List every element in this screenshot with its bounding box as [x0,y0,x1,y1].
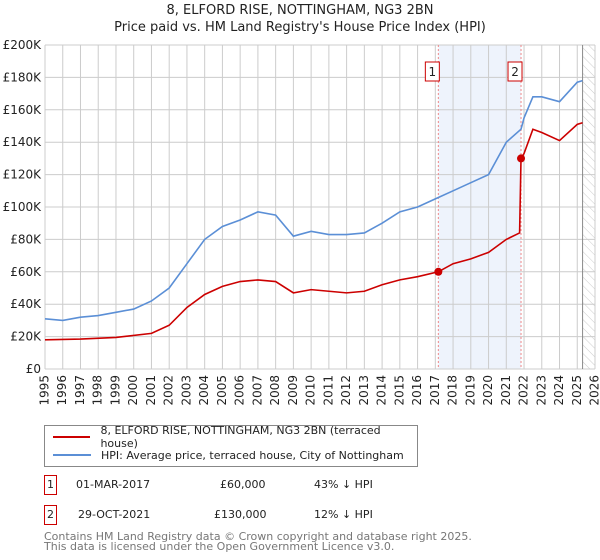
x-tick-label: 2006 [233,375,247,406]
transaction-row: 2 29-OCT-2021 £130,000 12% ↓ HPI [44,505,374,525]
hpi-line [44,79,583,322]
y-tick-label: £140K [3,135,43,149]
y-tick-label: £40K [10,297,42,311]
x-tick-label: 2009 [286,375,300,406]
x-tick-label: 2024 [552,375,566,406]
x-tick-label: 2026 [588,375,600,406]
sale-marker-box [507,61,523,82]
x-tick-label: 2022 [517,375,531,406]
legend-red-line [53,436,91,438]
legend: 8, ELFORD RISE, NOTTINGHAM, NG3 2BN (ter… [44,424,418,467]
x-tick-label: 2005 [215,375,229,406]
x-tick-label: 1998 [91,375,105,406]
sale-marker-label: 1 [429,65,437,79]
legend-label-property: 8, ELFORD RISE, NOTTINGHAM, NG3 2BN (ter… [100,424,381,450]
transaction-date: 29-OCT-2021 [78,508,151,521]
x-tick-label: 2019 [463,375,477,406]
sale-point [517,154,526,163]
x-tick-label: 2007 [250,375,264,406]
x-tick-label: 2017 [428,375,442,406]
y-tick-label: £20K [10,330,42,344]
chart-title: 8, ELFORD RISE, NOTTINGHAM, NG3 2BN [166,3,434,18]
y-tick-label: £180K [3,70,43,84]
x-tick-label: 2021 [499,375,513,406]
sale-marker-label: 2 [511,65,519,79]
y-tick-label: £80K [10,232,42,246]
property-price-line [44,121,583,341]
x-tick-label: 1999 [108,375,122,406]
x-tick-label: 2001 [144,375,158,406]
x-tick-label: 2018 [446,375,460,406]
x-tick-label: 2016 [410,375,424,406]
chart-subtitle: Price paid vs. HM Land Registry's House … [114,20,486,35]
transaction-marker: 1 [44,475,57,495]
price-chart: 1995 1996 1997 1998 1999 2000 2001 2002 2003 2004… [3,38,600,406]
transaction-marker: 2 [44,505,57,525]
x-tick-label: 2003 [179,375,193,406]
x-tick-label: 2010 [304,375,318,406]
x-tick-label: 2013 [357,375,371,406]
legend-blue-line [53,454,91,456]
x-tick-label: 2011 [321,375,335,406]
y-tick-label: £160K [3,103,43,117]
legend-label-hpi: HPI: Average price, terraced house, City… [101,448,404,462]
sale-point [434,267,443,276]
y-tick-label: £0 [26,362,41,376]
x-tick-label: 2023 [534,375,548,406]
footer: Contains HM Land Registry data © Crown c… [44,530,472,553]
x-tick-label: 2012 [339,375,353,406]
sale-marker-box [424,61,440,82]
footer-licence: This data is licensed under the Open Gov… [44,540,395,553]
y-tick-label: £100K [3,200,43,214]
transaction-row: 1 01-MAR-2017 £60,000 43% ↓ HPI [44,475,374,495]
transaction-date: 01-MAR-2017 [76,478,151,491]
footer-copyright: Contains HM Land Registry data © Crown c… [44,530,472,543]
transaction-price: £130,000 [214,508,267,521]
transaction-hpi: 12% ↓ HPI [314,508,373,521]
x-tick-label: 2014 [375,375,389,406]
y-tick-label: £60K [10,265,42,279]
transaction-price: £60,000 [220,478,266,491]
x-tick-label: 2020 [481,375,495,406]
transaction-hpi: 43% ↓ HPI [314,478,373,491]
x-tick-label: 2004 [197,375,211,406]
x-tick-label: 2000 [126,375,140,406]
x-tick-label: 1997 [73,375,87,406]
x-tick-label: 1996 [55,375,69,406]
x-tick-label: 2002 [162,375,176,406]
x-tick-label: 2015 [392,375,406,406]
y-tick-label: £120K [3,168,43,182]
x-tick-label: 1995 [38,375,52,406]
y-tick-label: £200K [3,38,43,52]
x-tick-label: 2008 [268,375,282,406]
x-tick-label: 2025 [570,375,584,406]
